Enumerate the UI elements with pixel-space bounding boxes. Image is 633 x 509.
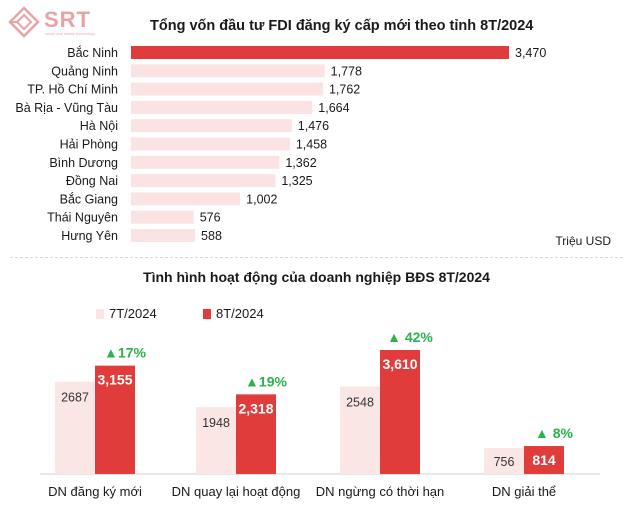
fdi-category-label: Quảng Ninh xyxy=(51,64,118,78)
fdi-bar xyxy=(131,64,325,78)
fdi-value-label: 1,476 xyxy=(298,119,329,133)
bar-8t xyxy=(95,365,135,474)
value-label-7t: 756 xyxy=(494,455,515,469)
bar-7t xyxy=(55,381,95,474)
fdi-bar xyxy=(131,137,290,151)
fdi-category-label: Đồng Nai xyxy=(66,174,118,188)
value-label-7t: 1948 xyxy=(202,416,230,430)
value-label-7t: 2687 xyxy=(61,391,89,405)
fdi-value-label: 3,470 xyxy=(515,46,546,60)
fdi-value-label: 1,325 xyxy=(281,174,312,188)
value-label-8t: 3,610 xyxy=(382,356,417,372)
fdi-unit-label: Triệu USD xyxy=(555,234,611,248)
value-label-8t: 3,155 xyxy=(97,372,132,388)
srt-logo: SRT smart real estate technology xyxy=(8,6,118,40)
fdi-bar xyxy=(131,192,241,206)
legend-swatch-7t xyxy=(96,308,104,319)
fdi-bar xyxy=(131,210,194,224)
fdi-value-label: 1,664 xyxy=(318,101,349,115)
legend-label-8t: 8T/2024 xyxy=(216,306,264,321)
fdi-category-label: Bình Dương xyxy=(49,156,118,170)
section-divider xyxy=(10,257,623,258)
legend-item-8t: 8T/2024 xyxy=(203,306,264,321)
legend-label-7t: 7T/2024 xyxy=(109,306,157,321)
growth-label: ▲17% xyxy=(104,345,146,361)
fdi-value-label: 1,362 xyxy=(285,156,316,170)
logo-tagline: smart real estate technology xyxy=(45,31,96,36)
growth-label: ▲ 8% xyxy=(535,425,574,441)
category-label: DN giải thể xyxy=(492,484,556,499)
fdi-value-label: 588 xyxy=(201,229,222,243)
fdi-category-label: Hưng Yên xyxy=(61,229,118,243)
fdi-bar xyxy=(131,155,280,169)
fdi-value-label: 576 xyxy=(200,211,221,225)
fdi-category-label: Hải Phòng xyxy=(60,138,118,152)
legend-swatch-8t xyxy=(203,308,211,319)
growth-label: ▲19% xyxy=(245,373,287,389)
value-label-7t: 2548 xyxy=(346,395,374,409)
fdi-bar xyxy=(131,100,313,114)
bar-7t xyxy=(196,407,236,474)
growth-label: ▲ 42% xyxy=(387,329,433,345)
fdi-value-label: 1,458 xyxy=(296,138,327,152)
fdi-bar xyxy=(131,119,292,133)
category-label: DN ngừng có thời hạn xyxy=(316,484,445,499)
fdi-value-label: 1,002 xyxy=(246,192,277,206)
value-label-8t: 814 xyxy=(532,452,556,468)
fdi-category-label: Thái Nguyên xyxy=(47,211,118,225)
fdi-category-label: Bắc Ninh xyxy=(67,45,118,60)
fdi-value-label: 1,778 xyxy=(331,64,362,78)
category-label: DN đăng ký mới xyxy=(48,484,142,499)
fdi-category-label: Bà Rịa - Vũng Tàu xyxy=(15,101,118,115)
logo-mark-icon xyxy=(8,6,40,38)
category-label: DN quay lại hoạt động xyxy=(172,484,301,499)
fdi-bar xyxy=(131,229,196,242)
bar-8t xyxy=(380,350,420,474)
fdi-category-label: TP. Hồ Chí Minh xyxy=(27,83,118,97)
bar-7t xyxy=(340,386,380,474)
fdi-category-label: Bắc Giang xyxy=(60,191,118,206)
bar-8t xyxy=(236,394,276,474)
legend-item-7t: 7T/2024 xyxy=(96,306,157,321)
logo-text: SRT xyxy=(44,7,91,32)
fdi-bar xyxy=(131,82,323,96)
fdi-value-label: 1,762 xyxy=(329,83,360,97)
realestate-chart-title: Tình hình hoạt động của doanh nghiệp BĐS… xyxy=(143,269,490,285)
fdi-bar xyxy=(131,174,276,188)
fdi-chart-title: Tổng vốn đầu tư FDI đăng ký cấp mới theo… xyxy=(150,18,534,34)
value-label-8t: 2,318 xyxy=(238,400,273,416)
bar-7t xyxy=(484,448,524,474)
bar-8t xyxy=(524,446,564,474)
fdi-category-label: Hà Nội xyxy=(80,119,118,133)
fdi-bar xyxy=(131,46,509,59)
